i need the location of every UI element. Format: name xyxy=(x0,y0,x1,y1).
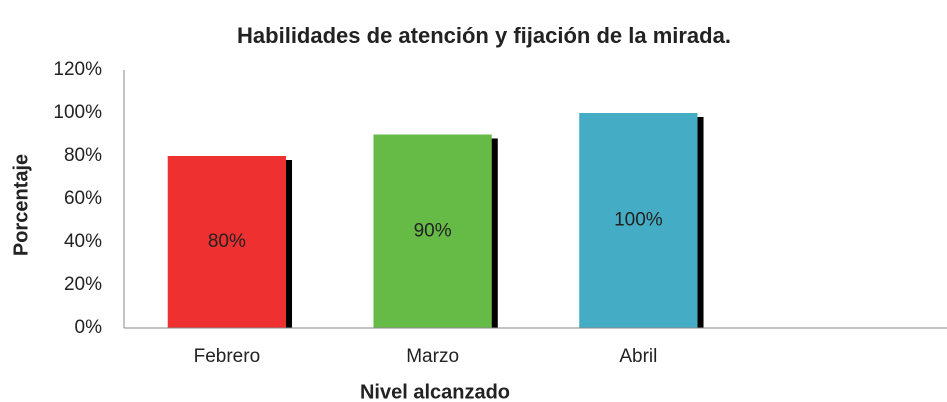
value-label: 100% xyxy=(614,210,663,231)
x-tick-label: Abril xyxy=(619,346,657,367)
y-axis-title: Porcentaje xyxy=(10,154,32,256)
value-label: 90% xyxy=(414,220,452,241)
y-tick-label: 80% xyxy=(64,145,102,166)
y-tick-label: 20% xyxy=(64,274,102,295)
x-tick-label: Febrero xyxy=(194,346,261,367)
bar xyxy=(373,134,492,328)
value-label: 80% xyxy=(208,231,246,252)
bar xyxy=(579,113,698,328)
y-tick-label: 60% xyxy=(64,188,102,209)
x-tick-label: Marzo xyxy=(406,346,459,367)
y-tick-label: 120% xyxy=(53,59,102,80)
bar xyxy=(167,156,287,328)
y-tick-label: 40% xyxy=(64,231,102,252)
chart-title: Habilidades de atención y fijación de la… xyxy=(237,23,731,48)
y-tick-label: 0% xyxy=(75,317,103,338)
y-tick-label: 100% xyxy=(53,102,102,123)
x-axis-title: Nivel alcanzado xyxy=(360,381,510,402)
